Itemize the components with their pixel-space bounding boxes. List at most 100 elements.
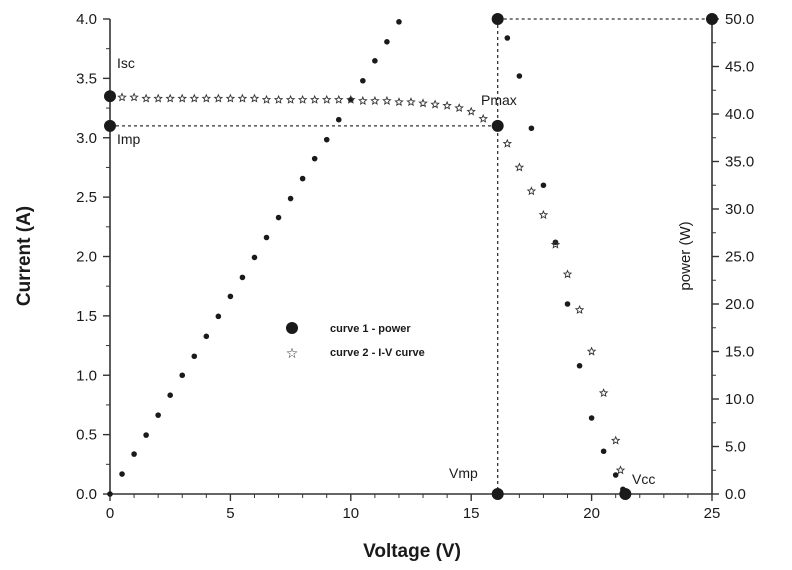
power-point (384, 39, 390, 45)
data-series (105, 16, 626, 497)
iv-point (382, 95, 392, 105)
power-point (107, 491, 113, 497)
iv-point (442, 100, 452, 110)
voc-label: Vcc (632, 471, 655, 487)
y-left-tick-label: 3.5 (76, 70, 97, 87)
iv-point (478, 113, 489, 123)
iv-point (141, 93, 151, 103)
y-left-tick-label: 0.5 (76, 427, 97, 444)
legend-label-iv: curve 2 - I-V curve (330, 347, 425, 359)
iv-point (574, 304, 585, 314)
power-point (263, 234, 270, 241)
iv-point (394, 97, 404, 107)
power-point (239, 274, 246, 281)
y-right-tick-label: 15.0 (725, 344, 754, 361)
x-axis-title: Voltage (V) (363, 541, 461, 562)
iv-point (538, 209, 549, 219)
iv-point (225, 93, 236, 103)
iv-point (333, 94, 344, 104)
power-point (191, 353, 198, 360)
x-tick-label: 25 (704, 505, 721, 522)
y-right-tick-label: 45.0 (725, 59, 754, 76)
power-point (576, 362, 583, 369)
power-point (564, 301, 571, 307)
y-axis-right-title: power (W) (677, 221, 694, 290)
legend-marker-iv: ☆ (286, 345, 299, 361)
y-left-tick-label: 4.0 (76, 11, 97, 28)
iv-point (514, 162, 525, 172)
iv-point (346, 94, 356, 104)
pmax-iv-marker (491, 119, 504, 132)
iv-point (418, 98, 428, 108)
power-point (600, 448, 607, 455)
iv-point (430, 99, 440, 109)
iv-point (165, 93, 175, 103)
key-points (104, 13, 718, 500)
y-right-tick-label: 10.0 (725, 391, 754, 408)
iv-point (615, 465, 626, 475)
voc-marker (619, 488, 632, 500)
iv-point (610, 435, 621, 445)
iv-point (273, 94, 284, 104)
y-right-tick-label: 20.0 (725, 296, 754, 313)
power-point (287, 195, 294, 202)
iv-point (297, 94, 308, 104)
y-axis-left-title: Current (A) (14, 206, 35, 306)
vmp-marker (491, 488, 504, 500)
iv-point (213, 93, 224, 103)
iv-point (309, 94, 320, 104)
x-tick-label: 0 (106, 505, 114, 522)
power-point (612, 472, 619, 478)
iv-point (586, 346, 597, 356)
isc-label: Isc (117, 55, 135, 71)
iv-point (117, 92, 127, 102)
iv-point (189, 93, 200, 103)
y-right-tick-label: 5.0 (725, 439, 746, 456)
x-tick-label: 10 (342, 505, 359, 522)
isc-marker (104, 90, 116, 103)
power-point (179, 372, 186, 379)
y-left-tick-label: 2.0 (76, 249, 97, 266)
y-right-tick-label: 50.0 (725, 11, 754, 28)
iv-point (526, 186, 537, 196)
iv-point (406, 97, 416, 107)
pmax-label: Pmax (481, 92, 517, 108)
legend-label-power: curve 1 - power (330, 323, 411, 335)
power-point (360, 77, 366, 84)
power-point (215, 313, 222, 320)
power-point (119, 471, 125, 477)
power-point (299, 175, 306, 182)
y-right-tick-label: 40.0 (725, 106, 754, 123)
y-right-tick-label: 25.0 (725, 249, 754, 266)
iv-point (249, 93, 260, 103)
vmp-label: Vmp (449, 465, 478, 481)
power-point (504, 35, 511, 41)
x-tick-label: 5 (226, 505, 234, 522)
iv-point (454, 103, 464, 113)
legend-marker-power (286, 322, 298, 334)
iv-point (562, 269, 573, 279)
power-point (396, 19, 402, 25)
y-left-tick-label: 2.5 (76, 189, 97, 206)
reference-lines (110, 18, 712, 494)
power-point (167, 392, 173, 399)
iv-point (550, 239, 561, 249)
iv-point (502, 138, 513, 148)
iv-point (321, 94, 332, 104)
power-point (131, 451, 137, 457)
power-point (335, 116, 342, 123)
iv-point (466, 106, 476, 116)
y-right-tick-label: 35.0 (725, 154, 754, 171)
y-left-tick-label: 1.5 (76, 308, 97, 325)
y-left-tick-label: 0.0 (76, 486, 97, 503)
y-right-tick-label: 0.0 (725, 486, 746, 503)
iv-point (201, 93, 212, 103)
power-point (251, 254, 258, 261)
axis-ticks: 0 5 10 15 20 250.00.51.01.52.02.53.03.54.00.0… (76, 11, 754, 522)
power-point (516, 73, 523, 79)
iv-point (370, 95, 380, 105)
x-tick-label: 15 (463, 505, 480, 522)
power-point (528, 125, 535, 132)
